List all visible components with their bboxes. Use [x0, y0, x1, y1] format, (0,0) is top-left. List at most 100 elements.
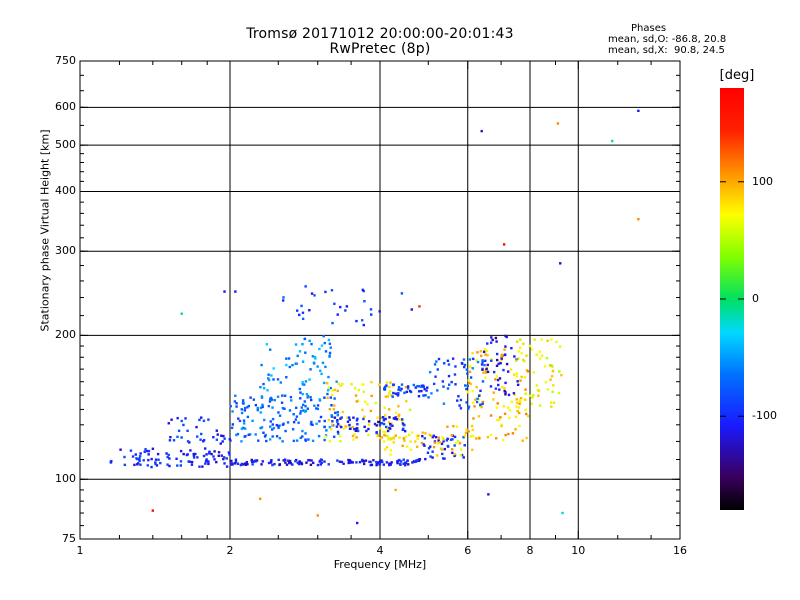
- scatter-point: [506, 406, 510, 409]
- scatter-point: [235, 402, 238, 405]
- scatter-point: [437, 357, 441, 361]
- scatter-point: [262, 431, 265, 434]
- scatter-point: [295, 439, 299, 442]
- scatter-point: [378, 460, 381, 464]
- scatter-point: [238, 419, 242, 423]
- scatter-point: [486, 363, 489, 367]
- scatter-point: [407, 433, 411, 437]
- scatter-point: [485, 349, 489, 353]
- scatter-point: [294, 460, 297, 463]
- scatter-point: [327, 418, 331, 422]
- scatter-point: [436, 368, 439, 371]
- scatter-point: [497, 383, 500, 387]
- scatter-point: [458, 442, 462, 445]
- scatter-point: [410, 308, 413, 311]
- scatter-point: [394, 434, 397, 437]
- scatter-point: [423, 437, 427, 440]
- scatter-point: [559, 262, 562, 265]
- scatter-point: [301, 311, 305, 314]
- scatter-point: [345, 305, 349, 308]
- scatter-point: [515, 375, 519, 378]
- scatter-point: [443, 362, 446, 365]
- scatter-point: [388, 408, 391, 411]
- scatter-point: [270, 459, 273, 462]
- scatter-point: [406, 385, 410, 388]
- scatter-point: [361, 458, 364, 462]
- scatter-point: [544, 381, 548, 384]
- scatter-point: [336, 411, 340, 414]
- scatter-point: [522, 342, 525, 346]
- scatter-point: [500, 423, 503, 427]
- scatter-point: [300, 406, 303, 409]
- scatter-point: [489, 385, 493, 388]
- scatter-point: [292, 439, 296, 443]
- scatter-point: [496, 402, 499, 405]
- scatter-point: [353, 427, 356, 431]
- scatter-point: [351, 425, 354, 429]
- scatter-point: [304, 404, 307, 408]
- scatter-point: [285, 463, 289, 466]
- scatter-point: [480, 405, 483, 409]
- scatter-point: [294, 406, 298, 409]
- scatter-point: [538, 404, 542, 407]
- scatter-point: [244, 463, 248, 466]
- scatter-point: [441, 380, 445, 383]
- scatter-point: [389, 381, 392, 384]
- scatter-point: [278, 436, 282, 440]
- scatter-point: [502, 405, 505, 408]
- scatter-point: [260, 395, 264, 398]
- scatter-point: [519, 338, 522, 341]
- scatter-point: [304, 432, 307, 435]
- scatter-point: [394, 488, 397, 492]
- scatter-point: [401, 422, 405, 425]
- scatter-point: [335, 420, 339, 424]
- scatter-point: [301, 380, 304, 384]
- scatter-point: [507, 393, 511, 397]
- scatter-point: [295, 362, 299, 365]
- scatter-point: [318, 398, 321, 401]
- scatter-point: [176, 416, 179, 420]
- scatter-point: [154, 461, 157, 464]
- scatter-point: [440, 442, 444, 445]
- scatter-point: [370, 381, 373, 384]
- scatter-point: [408, 408, 412, 411]
- scatter-point: [475, 400, 479, 404]
- scatter-point: [233, 400, 237, 403]
- scatter-point: [246, 462, 249, 466]
- scatter-point: [457, 395, 460, 398]
- scatter-point: [188, 441, 191, 444]
- scatter-point: [516, 357, 520, 360]
- scatter-point: [264, 433, 267, 437]
- scatter-point: [230, 426, 234, 430]
- scatter-point: [414, 386, 417, 389]
- scatter-point: [552, 401, 556, 404]
- scatter-point: [276, 395, 280, 398]
- scatter-point: [550, 364, 553, 367]
- scatter-point: [301, 317, 305, 321]
- scatter-point: [447, 383, 451, 386]
- scatter-point: [192, 456, 196, 459]
- scatter-point: [362, 323, 365, 327]
- scatter-point: [533, 338, 536, 341]
- scatter-point: [386, 429, 390, 433]
- scatter-point: [175, 457, 178, 460]
- scatter-point: [486, 370, 490, 374]
- scatter-point: [326, 389, 330, 392]
- scatter-point: [515, 398, 518, 401]
- scatter-point: [220, 454, 223, 457]
- scatter-point: [307, 458, 310, 462]
- scatter-point: [151, 509, 155, 512]
- scatter-point: [442, 457, 445, 460]
- scatter-point: [432, 434, 436, 437]
- scatter-point: [332, 435, 336, 438]
- scatter-point: [454, 441, 458, 445]
- scatter-point: [486, 435, 490, 439]
- scatter-point: [370, 463, 374, 467]
- scatter-point: [202, 454, 206, 458]
- scatter-point: [494, 437, 498, 440]
- scatter-point: [376, 416, 379, 419]
- scatter-point: [428, 433, 431, 437]
- scatter-point: [556, 122, 560, 125]
- y-tick-label: 600: [55, 100, 76, 114]
- scatter-point: [319, 415, 323, 419]
